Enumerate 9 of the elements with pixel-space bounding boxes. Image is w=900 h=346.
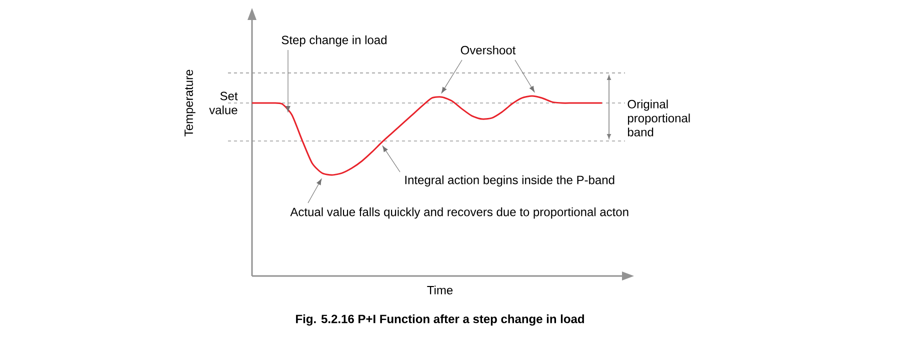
ref-line-label: Set value — [209, 92, 238, 114]
annotation: Integral action begins inside the P-band — [405, 175, 614, 187]
text: Fig. 5.2.16 P+I Function after a step change in load — [296, 314, 584, 326]
annotation: Actual value falls quickly and recovers due to proportional acton — [290, 207, 628, 219]
text: Overshoot — [460, 46, 516, 54]
y-axis-title: Temperature — [184, 70, 196, 136]
x-axis-title: Time — [427, 286, 453, 294]
text: Step change in load — [282, 35, 386, 47]
text: Original proportional band — [628, 100, 690, 136]
